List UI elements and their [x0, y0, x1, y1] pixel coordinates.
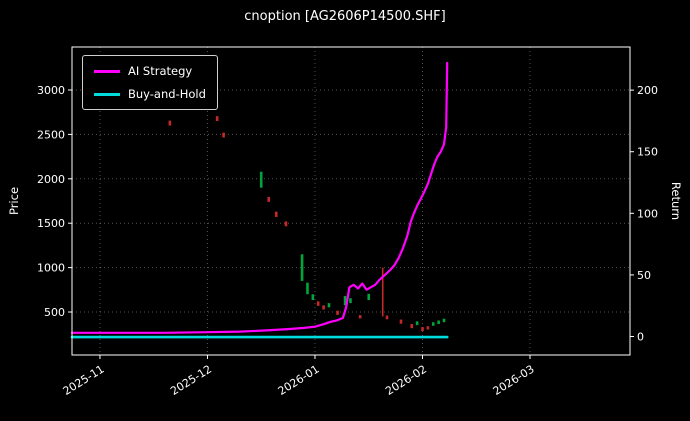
legend-item-ai-strategy: AI Strategy: [94, 64, 206, 78]
svg-text:150: 150: [637, 146, 658, 159]
legend-label-buy-and-hold: Buy-and-Hold: [128, 87, 206, 101]
svg-text:3000: 3000: [37, 84, 65, 97]
svg-text:1500: 1500: [37, 217, 65, 230]
svg-text:2500: 2500: [37, 128, 65, 141]
svg-text:0: 0: [637, 331, 644, 344]
svg-text:2026-03: 2026-03: [491, 363, 537, 398]
svg-text:2000: 2000: [37, 173, 65, 186]
legend-label-ai-strategy: AI Strategy: [128, 64, 193, 78]
chart-title: cnoption [AG2606P14500.SHF]: [244, 9, 446, 24]
svg-text:2025-12: 2025-12: [168, 363, 214, 398]
svg-text:200: 200: [637, 84, 658, 97]
svg-text:2025-11: 2025-11: [61, 363, 107, 398]
svg-text:2026-02: 2026-02: [383, 363, 429, 398]
svg-text:100: 100: [637, 207, 658, 220]
buy-and-hold-line-swatch: [94, 92, 120, 96]
y-axis-label-price: Price: [7, 186, 21, 216]
legend: AI Strategy Buy-and-Hold: [82, 55, 218, 110]
svg-text:2026-01: 2026-01: [276, 363, 322, 398]
ai-strategy-line-swatch: [94, 69, 120, 73]
legend-item-buy-and-hold: Buy-and-Hold: [94, 87, 206, 101]
svg-text:50: 50: [637, 269, 651, 282]
svg-text:1000: 1000: [37, 262, 65, 275]
svg-text:500: 500: [44, 306, 65, 319]
y-axis-label-return: Return: [669, 181, 683, 221]
